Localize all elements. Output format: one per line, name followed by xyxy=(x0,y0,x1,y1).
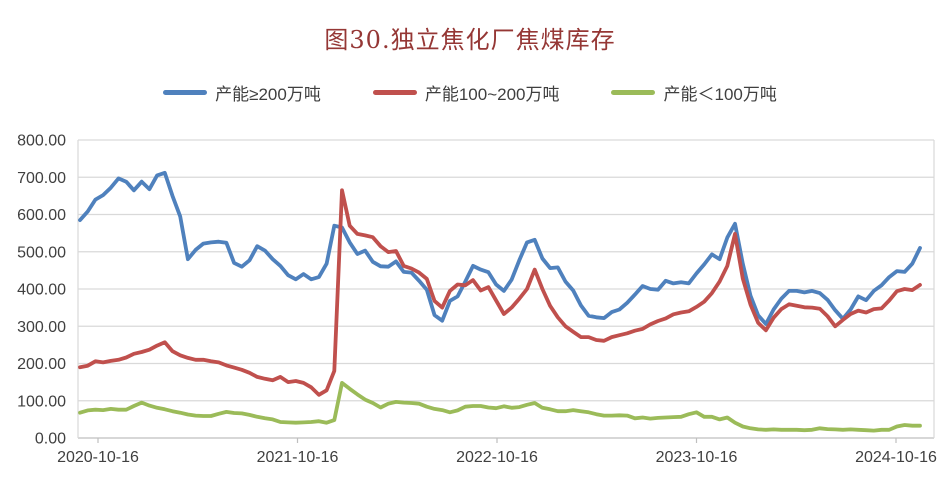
legend-swatch-red-line-icon xyxy=(372,90,417,95)
legend-swatch-blue-line-icon xyxy=(163,90,208,95)
x-axis-tick-label: 2024-10-16 xyxy=(855,449,937,466)
y-axis-tick-label: 200.00 xyxy=(17,356,66,373)
legend-label: 产能＜100万吨 xyxy=(663,85,777,104)
y-axis-tick-label: 800.00 xyxy=(17,133,66,150)
y-axis-tick-label: 600.00 xyxy=(17,207,66,224)
series-line-1 xyxy=(78,188,922,397)
y-axis-tick-label: 700.00 xyxy=(17,170,66,187)
legend-item-small-capacity: 产能＜100万吨 xyxy=(611,80,777,105)
y-axis-tick-label: 0.00 xyxy=(35,431,66,448)
y-axis-tick-label: 300.00 xyxy=(17,319,66,336)
chart-legend: 产能≥200万吨 产能100~200万吨 产能＜100万吨 xyxy=(0,80,940,105)
x-axis-tick-label: 2020-10-16 xyxy=(57,449,139,466)
x-axis-tick-label: 2023-10-16 xyxy=(656,449,738,466)
x-axis-tick-label: 2022-10-16 xyxy=(456,449,538,466)
series-line-2 xyxy=(78,380,922,433)
y-axis-tick-label: 400.00 xyxy=(17,282,66,299)
series-line-0 xyxy=(78,170,922,326)
legend-item-large-capacity: 产能≥200万吨 xyxy=(163,80,321,105)
x-axis-tick-label: 2021-10-16 xyxy=(257,449,339,466)
y-axis-tick-label: 100.00 xyxy=(17,393,66,410)
legend-swatch-green-line-icon xyxy=(611,90,656,95)
chart-title: 图30.独立焦化厂焦煤库存 xyxy=(324,26,616,54)
legend-item-medium-capacity: 产能100~200万吨 xyxy=(372,80,560,105)
y-axis-tick-label: 500.00 xyxy=(17,244,66,261)
legend-label: 产能100~200万吨 xyxy=(424,85,560,104)
legend-label: 产能≥200万吨 xyxy=(215,85,321,104)
line-chart-plot: 800.00 700.00 600.00 500.00 400.00 300.00 200.… xyxy=(17,133,937,467)
